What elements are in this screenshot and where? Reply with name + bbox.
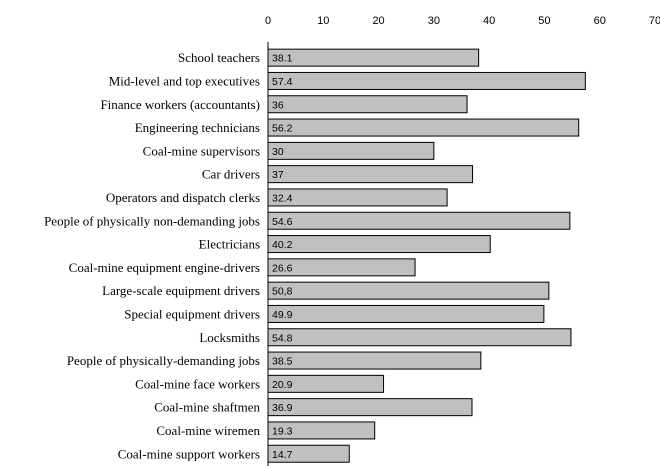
x-tick-label: 30 [428,15,440,27]
data-label: 36.9 [272,402,293,414]
data-label: 40.2 [272,239,293,251]
data-label: 54.6 [272,216,293,228]
bar [267,328,572,347]
category-label: Finance workers (accountants) [100,97,260,112]
bar [267,95,468,114]
category-label: Coal-mine supervisors [143,143,260,158]
x-tick-label: 0 [265,15,271,27]
category-label: Engineering technicians [135,120,260,135]
bar [267,281,550,300]
bar [267,141,435,160]
category-labels: School teachers Mid-level and top executi… [44,50,260,461]
category-label: People of physically non-demanding jobs [44,213,260,228]
data-label: 20.9 [272,379,293,391]
category-label: Car drivers [202,167,260,182]
category-label: Electricians [199,237,260,252]
data-label: 38.1 [272,53,293,65]
data-label: 32.4 [272,192,293,204]
bar [267,48,480,67]
data-label: 30 [272,146,284,158]
category-label: Large-scale equipment drivers [102,283,260,298]
bar [267,351,482,370]
x-tick-label: 10 [317,15,329,27]
category-label: Mid-level and top executives [109,73,260,88]
data-label: 50,8 [272,286,293,298]
category-label: Locksmiths [199,330,260,345]
bar [267,118,580,137]
category-label: Coal-mine face workers [135,376,260,391]
category-label: Operators and dispatch clerks [106,190,260,205]
data-label: 37 [272,169,284,181]
data-label: 26.6 [272,262,293,274]
category-label: Coal-mine shaftmen [154,400,260,415]
bar [267,398,473,417]
category-label: Coal-mine wiremen [156,423,260,438]
data-labels: 38.1 57.4 36 56.2 30 37 32.4 54.6 40.2 26.6 50,8 49… [272,53,293,461]
bar [267,71,586,90]
x-tick-label: 40 [483,15,495,27]
category-label: School teachers [178,50,260,65]
x-tick-label: 60 [594,15,606,27]
x-tick-label: 70 [649,15,660,27]
bar [267,235,491,254]
bars [267,48,586,463]
category-label: Coal-mine support workers [118,446,260,461]
data-label: 56.2 [272,123,293,135]
data-label: 49.9 [272,309,293,321]
bar [267,188,448,207]
data-label: 57.4 [272,76,293,88]
bar [267,165,474,184]
x-tick-label: 20 [372,15,384,27]
data-label: 38.5 [272,356,293,368]
data-label: 36 [272,99,284,111]
data-label: 19.3 [272,425,293,437]
category-label: People of physically-demanding jobs [67,353,260,368]
x-tick-label: 50 [538,15,550,27]
category-label: Coal-mine equipment engine-drivers [69,260,260,275]
bar [267,304,545,323]
bar [267,211,571,230]
x-axis-ticks: 0 10 20 30 40 50 60 70 [265,15,660,27]
data-label: 14.7 [272,449,293,461]
category-label: Special equipment drivers [124,306,260,321]
data-label: 54.8 [272,332,293,344]
